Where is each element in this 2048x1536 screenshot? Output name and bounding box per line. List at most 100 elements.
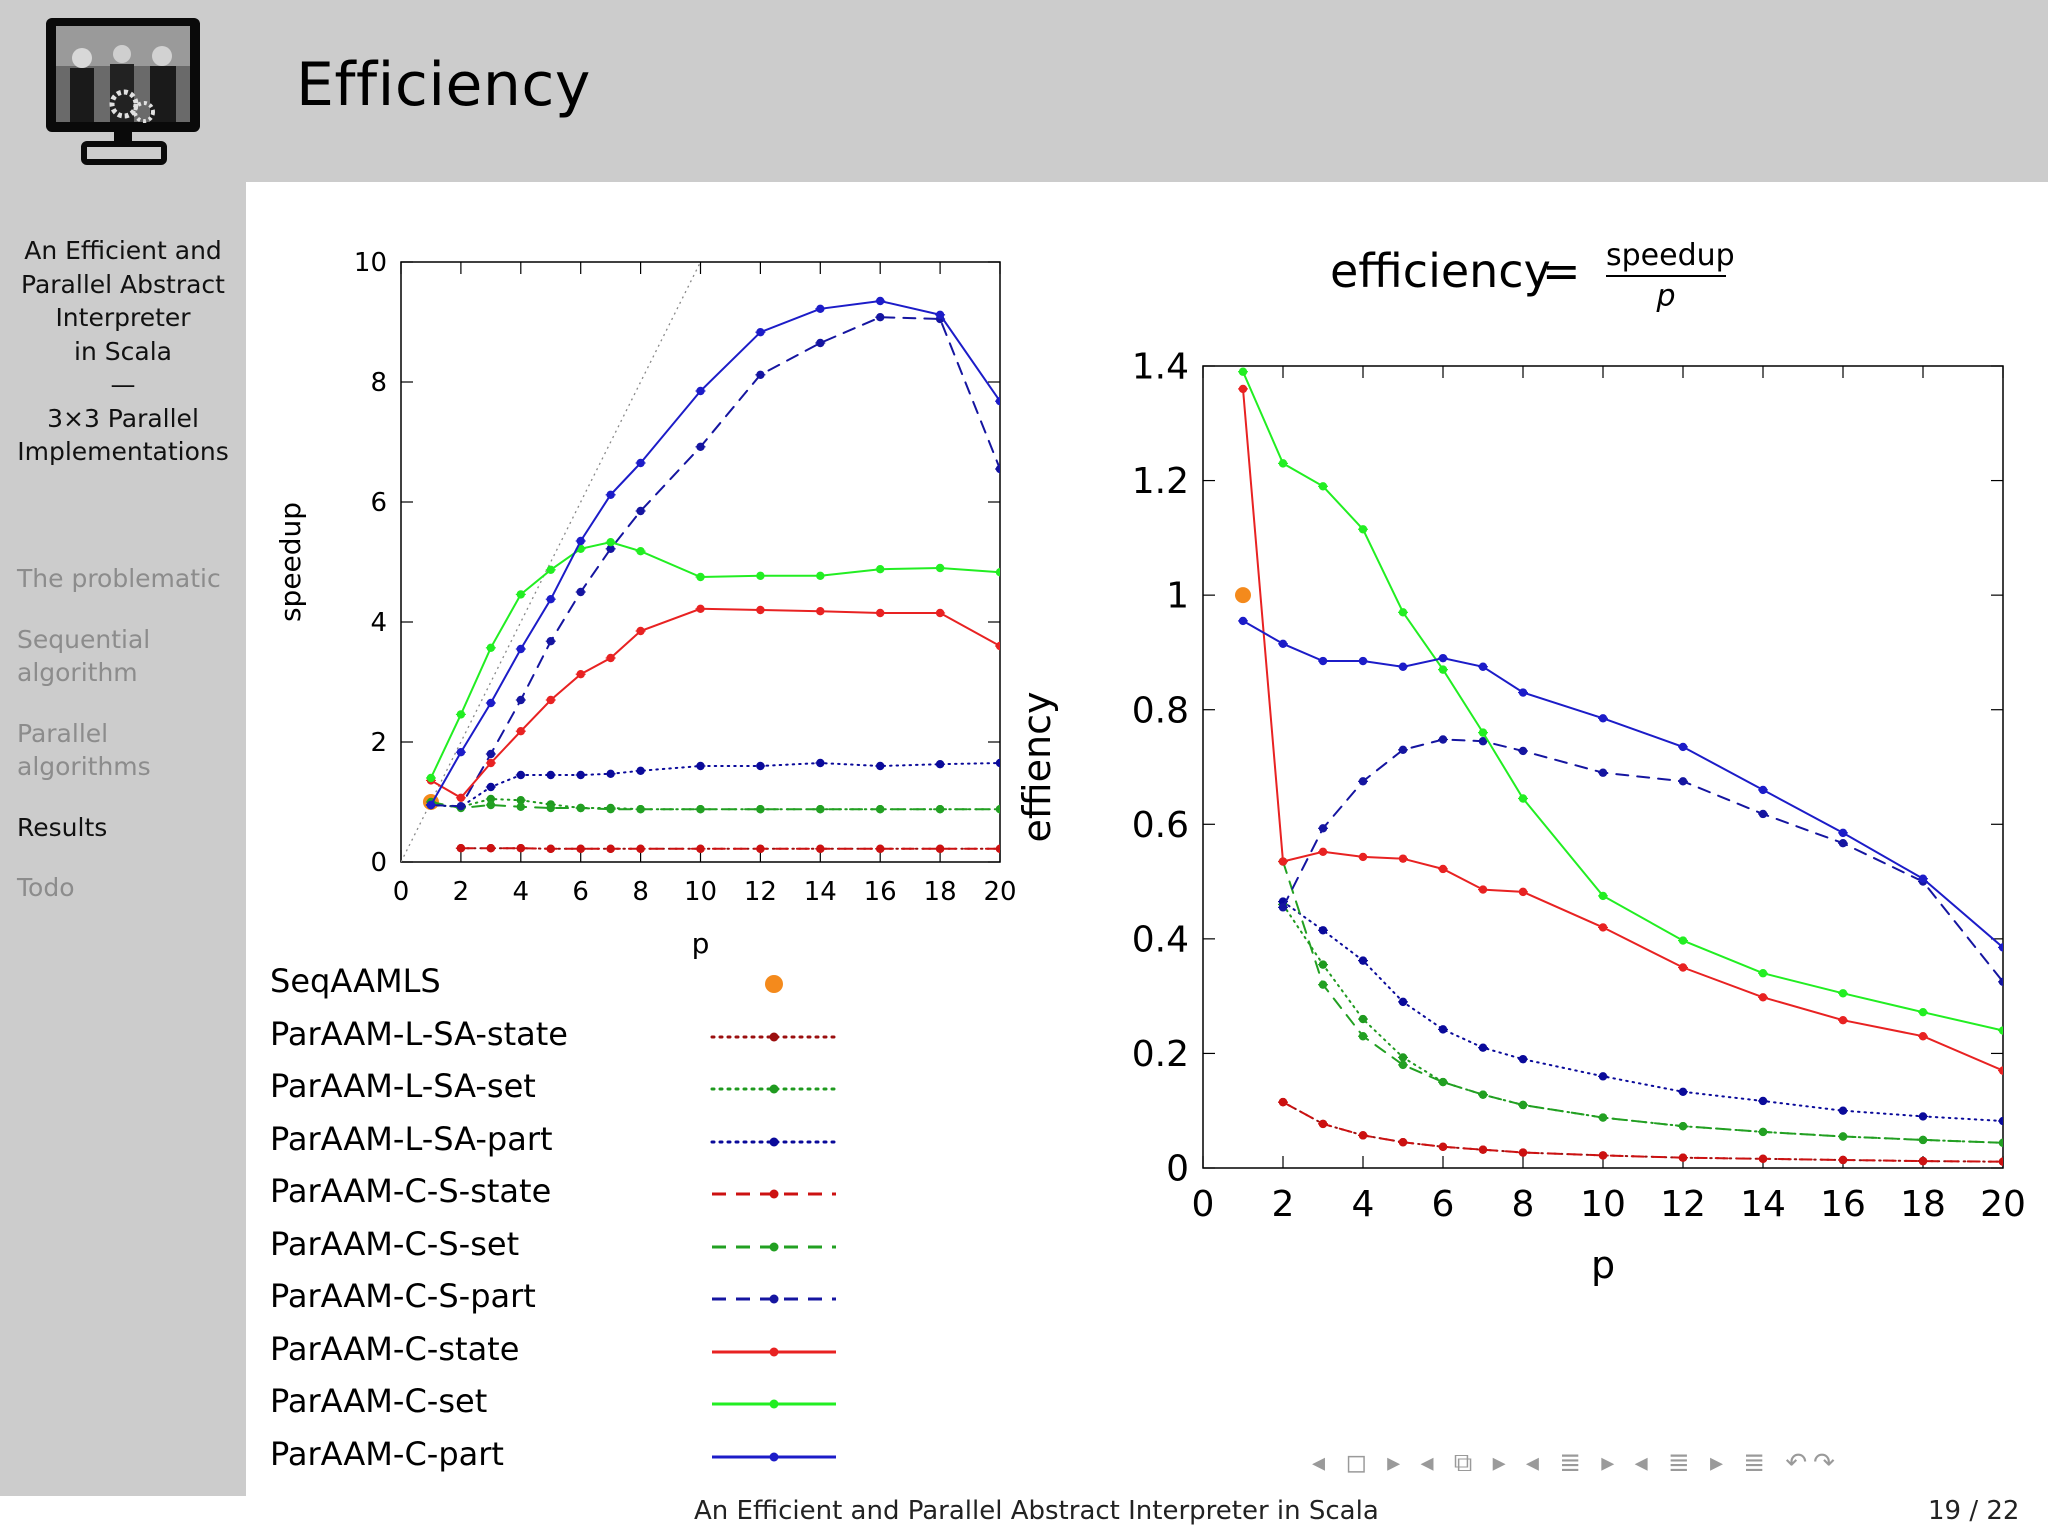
- series-line: [429, 801, 1000, 811]
- legend-marker: [769, 1137, 779, 1146]
- ideal-speedup-line: [401, 262, 702, 862]
- legend-entry: ParAAM-C-part: [270, 1435, 850, 1488]
- y-tick-label: 1: [1166, 576, 1189, 617]
- legend-label: ParAAM-L-SA-set: [270, 1067, 536, 1105]
- footer-title: An Efficient and Parallel Abstract Inter…: [694, 1496, 1379, 1526]
- legend-entry: ParAAM-C-S-set: [270, 1225, 850, 1278]
- sidebar-title-line: 3×3 Parallel: [47, 403, 199, 433]
- legend-swatch: [765, 975, 783, 993]
- legend-marker: [769, 1347, 779, 1356]
- legend-marker: [769, 1084, 779, 1094]
- x-tick-label: 0: [1192, 1184, 1215, 1225]
- legend-entry: ParAAM-C-S-part: [270, 1277, 850, 1330]
- x-tick-label: 20: [1980, 1184, 2026, 1225]
- sidebar-nav-item[interactable]: Results: [17, 812, 108, 842]
- plot-area: [1235, 367, 2003, 1166]
- y-tick-label: 0: [1166, 1149, 1189, 1190]
- sidebar-nav-item[interactable]: The problematic: [17, 564, 221, 593]
- legend-swatch: [712, 1189, 836, 1199]
- legend-swatch: [712, 1294, 836, 1304]
- legend-marker: [769, 1242, 779, 1251]
- legend-entry: ParAAM-C-S-state: [270, 1172, 850, 1225]
- legend-marker: [765, 975, 783, 993]
- legend-marker: [769, 1189, 779, 1199]
- y-axis-label: speedup: [274, 502, 307, 622]
- formula-equals: =: [1542, 244, 1581, 298]
- legend-entry: ParAAM-C-set: [270, 1382, 850, 1435]
- x-tick-label: 6: [1432, 1184, 1455, 1225]
- sidebar-title-line: Parallel Abstract: [21, 269, 225, 299]
- legend-marker: [769, 1452, 779, 1461]
- plot-frame: [400, 261, 1001, 863]
- x-tick-label: 12: [744, 877, 777, 907]
- sidebar-title-line: Implementations: [17, 437, 229, 466]
- legend-swatch: [712, 1452, 836, 1461]
- y-tick-label: 0.4: [1132, 919, 1189, 960]
- series-line: [1242, 370, 2003, 1032]
- y-tick-label: 8: [370, 368, 387, 398]
- sidebar-title-line: Interpreter: [55, 303, 191, 332]
- legend-marker: [769, 1032, 779, 1041]
- legend-marker: [769, 1294, 779, 1304]
- legend-entry: ParAAM-L-SA-set: [270, 1067, 850, 1120]
- sidebar-nav-item[interactable]: Todo: [17, 873, 75, 902]
- x-tick-label: 6: [572, 877, 589, 907]
- sidebar-title-line: in Scala: [74, 336, 172, 366]
- sidebar-nav-item[interactable]: Parallel algorithms: [17, 718, 151, 782]
- x-tick-label: 10: [1580, 1184, 1626, 1225]
- legend-marker: [769, 1399, 779, 1409]
- series-line: [1242, 387, 2003, 1072]
- series-line: [429, 316, 1000, 808]
- legend-swatch: [710, 1137, 838, 1146]
- sidebar-doc-title: An Efficient and Parallel Abstract Interpr…: [0, 234, 246, 469]
- legend-label: ParAAM-C-part: [270, 1434, 504, 1473]
- legend-entry: ParAAM-L-SA-state: [270, 1015, 850, 1068]
- speedup-chart: 0 2 4 6 8 10 12 14 16 18 20 0 2 4 6 8 10 p speedup: [274, 248, 1017, 960]
- x-tick-label: 14: [1740, 1184, 1786, 1225]
- sidebar-nav-item[interactable]: Sequential algorithm: [17, 624, 151, 688]
- series-line: [1282, 900, 2003, 1122]
- x-axis-label: p: [1591, 1243, 1615, 1287]
- legend-label: ParAAM-C-S-set: [270, 1224, 520, 1263]
- series-line: [1282, 860, 2003, 1144]
- legend-label: ParAAM-C-S-part: [270, 1277, 536, 1315]
- series-line: [429, 761, 1000, 808]
- legend-swatch: [710, 1084, 838, 1094]
- y-tick-label: 10: [354, 248, 387, 278]
- slide-header: Efficiency: [0, 0, 2048, 182]
- efficiency-chart: 0 2 4 6 8 10 12 14 16 18 20 0 0.2 0.4 0.6 0.8 1 1.2 1.4 p ef…: [1020, 347, 2026, 1287]
- legend-entry: SeqAAMLS: [270, 962, 850, 1015]
- y-tick-label: 0.2: [1132, 1034, 1189, 1075]
- x-axis-label: p: [692, 927, 710, 960]
- x-tick-label: 12: [1660, 1184, 1706, 1225]
- legend-swatch: [712, 1399, 836, 1409]
- legend-entry: ParAAM-C-state: [270, 1330, 850, 1383]
- series-line: [1242, 619, 2003, 949]
- legend-label: ParAAM-C-S-state: [270, 1172, 552, 1210]
- x-tick-label: 8: [632, 877, 649, 907]
- x-tick-label: 20: [983, 877, 1016, 907]
- sidebar: An Efficient and Parallel Abstract Interpr…: [0, 182, 246, 1496]
- legend-swatch: [712, 1242, 836, 1251]
- y-tick-label: 0: [370, 848, 387, 878]
- series-line: [429, 541, 1000, 779]
- y-tick-label: 2: [370, 728, 387, 758]
- x-tick-label: 8: [1512, 1184, 1535, 1225]
- legend-entry: ParAAM-L-SA-part: [270, 1120, 850, 1173]
- x-tick-label: 14: [804, 877, 837, 907]
- sidebar-nav: The problematic Sequential algorithm Paral…: [17, 562, 242, 932]
- series-line: [1282, 903, 2003, 1144]
- x-tick-label: 16: [1820, 1184, 1866, 1225]
- legend-swatch: [712, 1347, 836, 1356]
- x-tick-label: 18: [924, 877, 957, 907]
- x-tick-label: 4: [1352, 1184, 1375, 1225]
- series-line: [429, 607, 1000, 800]
- x-tick-label: 0: [393, 877, 410, 907]
- legend-label: SeqAAMLS: [270, 962, 441, 1000]
- plot-area: [401, 262, 1000, 862]
- beamer-navigation-icons[interactable]: ◂ ◻ ▸ ◂ ⧉ ▸ ◂ ≣ ▸ ◂ ≣ ▸ ≣ ↶↷: [1312, 1448, 1841, 1478]
- formula-numerator: speedup: [1606, 238, 1735, 277]
- x-tick-label: 10: [684, 877, 717, 907]
- x-tick-label: 18: [1900, 1184, 1946, 1225]
- y-tick-label: 4: [370, 608, 387, 638]
